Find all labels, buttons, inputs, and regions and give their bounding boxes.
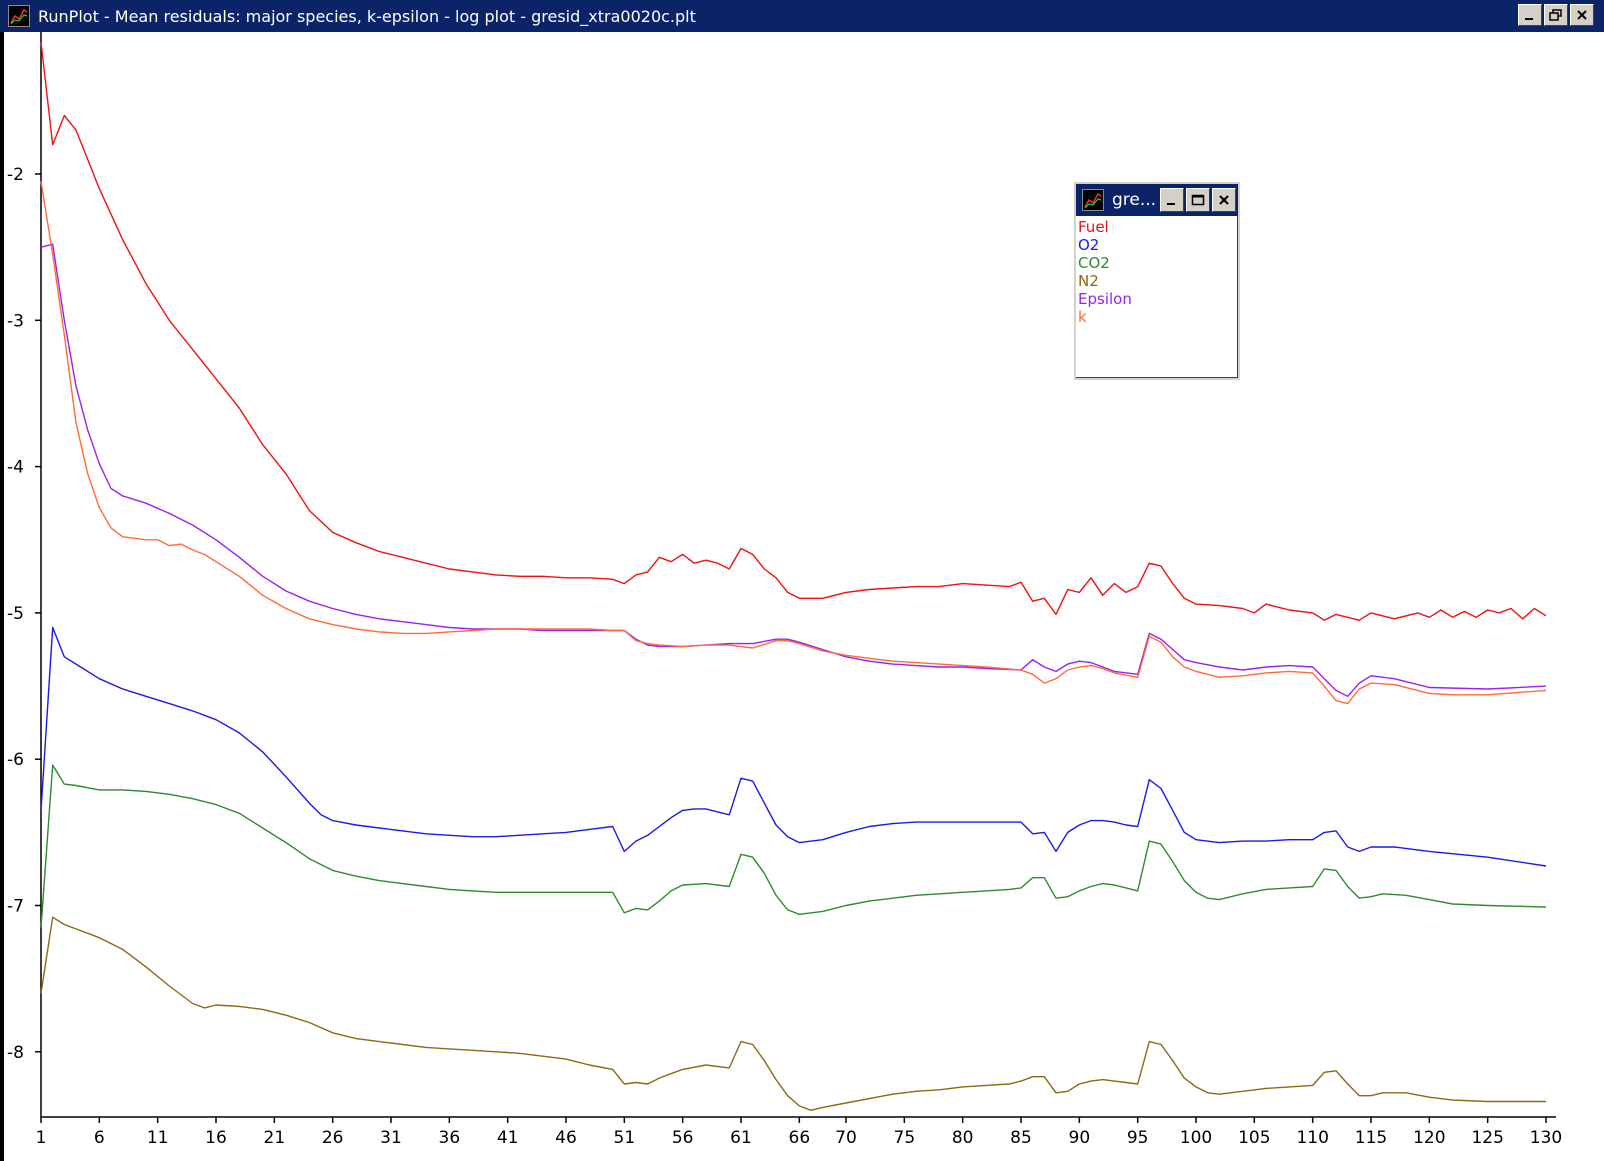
x-tick-label: 1 xyxy=(36,1128,47,1148)
x-tick-label: 110 xyxy=(1296,1128,1328,1148)
x-tick-label: 130 xyxy=(1530,1128,1562,1148)
y-tick-label: -2 xyxy=(7,165,24,185)
legend-item-n2: N2 xyxy=(1078,272,1099,290)
legend-titlebar[interactable]: gre... xyxy=(1076,184,1238,216)
minimize-icon xyxy=(1525,18,1533,20)
x-tick-label: 51 xyxy=(614,1128,636,1148)
legend-minimize-button[interactable] xyxy=(1160,188,1184,212)
x-tick-label: 61 xyxy=(730,1128,752,1148)
legend-item-co2: CO2 xyxy=(1078,254,1110,272)
x-tick-label: 66 xyxy=(789,1128,811,1148)
legend-item-o2: O2 xyxy=(1078,236,1100,254)
restore-icon xyxy=(1549,9,1562,21)
series-line-fuel xyxy=(40,42,1547,621)
close-icon xyxy=(1577,10,1587,20)
series-line-o2 xyxy=(40,626,1547,867)
series-line-k xyxy=(40,181,1547,705)
y-tick-label: -3 xyxy=(7,311,24,331)
chart-app-icon xyxy=(1082,189,1104,211)
y-tick-label: -8 xyxy=(7,1043,24,1063)
x-tick-label: 95 xyxy=(1127,1128,1149,1148)
legend-window-controls xyxy=(1160,188,1236,212)
x-tick-label: 70 xyxy=(835,1128,857,1148)
close-button[interactable] xyxy=(1570,4,1594,26)
restore-button[interactable] xyxy=(1544,4,1568,26)
x-tick-label: 31 xyxy=(380,1128,402,1148)
x-tick-label: 21 xyxy=(264,1128,286,1148)
close-icon xyxy=(1219,195,1229,205)
series-line-n2 xyxy=(40,916,1546,1112)
legend-window[interactable]: gre... Fuel O2 CO2 N2 Epsilon k xyxy=(1074,182,1240,380)
x-tick-label: 41 xyxy=(497,1128,519,1148)
maximize-icon xyxy=(1191,194,1205,206)
x-tick-label: 115 xyxy=(1355,1128,1387,1148)
x-tick-label: 26 xyxy=(322,1128,344,1148)
legend-list: Fuel O2 CO2 N2 Epsilon k xyxy=(1076,216,1238,326)
y-tick-label: -4 xyxy=(7,458,24,478)
x-tick-label: 16 xyxy=(205,1128,227,1148)
residuals-chart: -2-3-4-5-6-7-81 6 11 16 21 26 31 36 41 46 51 56 61 66… xyxy=(7,32,1562,1148)
x-tick-label: 46 xyxy=(555,1128,577,1148)
minimize-button[interactable] xyxy=(1518,4,1542,26)
y-tick-label: -5 xyxy=(7,604,24,624)
y-tick-label: -7 xyxy=(7,897,24,917)
y-tick-label: -6 xyxy=(7,750,24,770)
legend-close-button[interactable] xyxy=(1212,188,1236,212)
chart-app-icon[interactable] xyxy=(8,5,30,27)
x-tick-label: 85 xyxy=(1010,1128,1032,1148)
legend-maximize-button[interactable] xyxy=(1186,188,1210,212)
x-tick-label: 6 xyxy=(94,1128,105,1148)
x-tick-label: 105 xyxy=(1238,1128,1270,1148)
minimize-icon xyxy=(1167,203,1175,205)
legend-window-title: gre... xyxy=(1112,190,1157,210)
window-titlebar: RunPlot - Mean residuals: major species,… xyxy=(0,0,1604,32)
series-line-co2 xyxy=(40,764,1547,928)
x-tick-label: 75 xyxy=(894,1128,916,1148)
x-tick-label: 36 xyxy=(439,1128,461,1148)
legend-item-epsilon: Epsilon xyxy=(1078,290,1132,308)
window-controls xyxy=(1518,4,1594,26)
x-tick-label: 56 xyxy=(672,1128,694,1148)
legend-item-fuel: Fuel xyxy=(1078,218,1109,236)
x-tick-label: 90 xyxy=(1069,1128,1091,1148)
window-title: RunPlot - Mean residuals: major species,… xyxy=(38,6,696,26)
x-tick-label: 100 xyxy=(1180,1128,1212,1148)
legend-item-k: k xyxy=(1078,308,1087,326)
x-tick-label: 11 xyxy=(147,1128,169,1148)
x-tick-label: 80 xyxy=(952,1128,974,1148)
plot-area: -2 -3 -4 -5 -6 -7 -8 1 6 11 16 21 26 31 36 41 46 51 56 61 66… xyxy=(4,32,1604,1161)
series-line-epsilon xyxy=(40,243,1547,697)
x-tick-label: 120 xyxy=(1413,1128,1445,1148)
x-tick-label: 125 xyxy=(1471,1128,1503,1148)
